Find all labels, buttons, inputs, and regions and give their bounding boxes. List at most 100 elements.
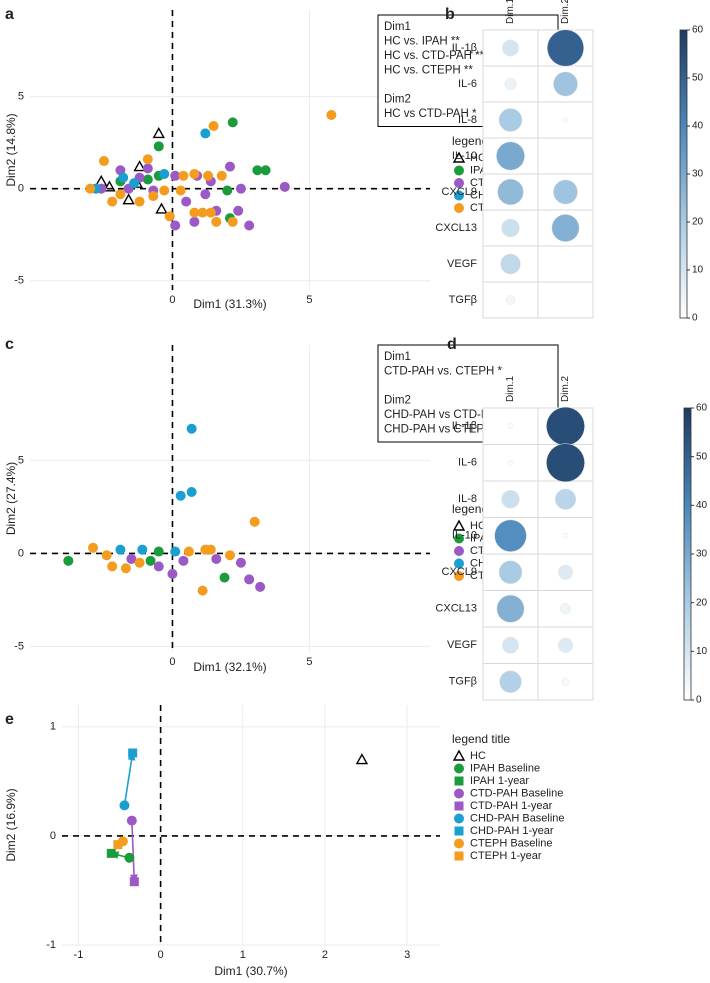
correlation-dot — [551, 214, 580, 242]
y-tick-label: -1 — [46, 939, 56, 951]
data-point — [118, 172, 129, 183]
y-tick-label: 0 — [18, 183, 24, 195]
data-point — [115, 544, 126, 555]
cell — [537, 137, 594, 175]
x-tick-label: 3 — [404, 949, 410, 961]
panel-label: b — [445, 6, 455, 23]
colorbar — [683, 407, 692, 701]
legend-title: legend title — [452, 732, 510, 746]
data-point — [181, 196, 192, 207]
colorbar-tick-label: 50 — [696, 451, 708, 462]
data-point — [170, 546, 181, 557]
data-point — [186, 423, 197, 434]
x-tick-label: 5 — [306, 294, 312, 306]
change-arrow — [123, 752, 136, 806]
correlation-dot — [546, 443, 585, 483]
colorbar-tick-label: 20 — [696, 597, 708, 608]
data-point — [101, 550, 112, 561]
data-point — [142, 163, 153, 174]
row-label: CXCL13 — [435, 603, 477, 615]
data-point — [126, 815, 137, 826]
legend-label: CHD-PAH Baseline — [470, 812, 565, 824]
data-point — [153, 561, 164, 572]
data-point — [183, 546, 194, 557]
data-point — [153, 546, 164, 557]
colorbar-tick-label: 40 — [696, 500, 708, 511]
data-point — [137, 544, 148, 555]
data-point — [244, 574, 255, 585]
correlation-dot — [494, 519, 527, 552]
data-point — [170, 220, 181, 231]
correlation-dot — [498, 560, 523, 585]
data-point — [148, 191, 159, 202]
correlation-dot — [507, 459, 514, 466]
correlation-dot — [502, 39, 519, 57]
colorbar-tick-label: 30 — [692, 169, 704, 180]
annotation-text: CHD-PAH vs CTEPH * — [384, 424, 501, 436]
data-point — [170, 170, 181, 181]
colorbar-tick-label: 20 — [692, 217, 704, 228]
data-point — [216, 170, 227, 181]
colorbar-tick-label: 0 — [692, 313, 698, 324]
cell — [537, 517, 594, 555]
data-point — [122, 193, 135, 205]
data-point — [279, 181, 290, 192]
colorbar-tick-label: 0 — [696, 695, 702, 706]
legend-marker — [452, 151, 466, 163]
data-point — [119, 800, 130, 811]
data-point — [88, 542, 99, 553]
colorbar — [679, 29, 688, 319]
data-point — [260, 165, 271, 176]
colorbar-tick-label: 10 — [696, 646, 708, 657]
row-label: TGFβ — [449, 294, 477, 306]
correlation-dot — [504, 77, 517, 91]
data-point — [107, 196, 118, 207]
data-point — [167, 568, 178, 579]
annotation-text: HC vs CTD-PAH * — [384, 108, 477, 120]
data-point — [235, 183, 246, 194]
correlation-dot — [507, 423, 514, 430]
correlation-dot — [554, 488, 577, 510]
colorbar-tick-label: 30 — [696, 549, 708, 560]
data-point — [153, 141, 164, 152]
data-point — [255, 581, 266, 592]
annotation-text: HC vs. CTD-PAH **** — [384, 50, 494, 62]
annotation-text: CTD-PAH vs. CTEPH * — [384, 366, 503, 378]
panel-label: e — [5, 711, 14, 728]
correlation-dot — [546, 29, 585, 67]
data-point — [197, 585, 208, 596]
cell — [482, 281, 539, 319]
column-label: Dim.1 — [505, 0, 516, 24]
legend-label: IPAH Baseline — [470, 762, 540, 774]
data-point — [120, 563, 131, 574]
data-point — [175, 490, 186, 501]
data-point — [244, 220, 255, 231]
correlation-dot — [499, 670, 522, 693]
data-point — [134, 196, 145, 207]
y-tick-label: -5 — [14, 275, 24, 287]
annotation-text: HC vs. CTEPH ** — [384, 65, 473, 77]
data-point — [249, 516, 260, 527]
legend-marker — [454, 533, 464, 544]
annotation-text: Dim2 — [384, 94, 411, 106]
data-point — [134, 557, 145, 568]
legend-label: CTEPH 1-year — [470, 850, 542, 862]
data-point — [186, 486, 197, 497]
y-tick-label: 5 — [18, 90, 24, 102]
row-label: TGFβ — [449, 676, 477, 688]
data-point — [211, 553, 222, 564]
data-point — [155, 202, 168, 214]
row-label: IL-6 — [458, 78, 477, 90]
legend-label: HC — [470, 750, 486, 762]
legend-label: IPAH 1-year — [470, 775, 529, 787]
annotation-text: HC vs. IPAH ** — [384, 36, 460, 48]
correlation-dot — [496, 594, 525, 623]
colorbar-tick-label: 40 — [692, 121, 704, 132]
data-point — [189, 207, 200, 218]
data-point — [115, 189, 126, 200]
data-point — [107, 561, 118, 572]
correlation-dot — [498, 108, 523, 132]
legend-marker — [454, 813, 464, 824]
correlation-dot — [562, 532, 569, 539]
colorbar-tick-label: 60 — [696, 403, 708, 414]
